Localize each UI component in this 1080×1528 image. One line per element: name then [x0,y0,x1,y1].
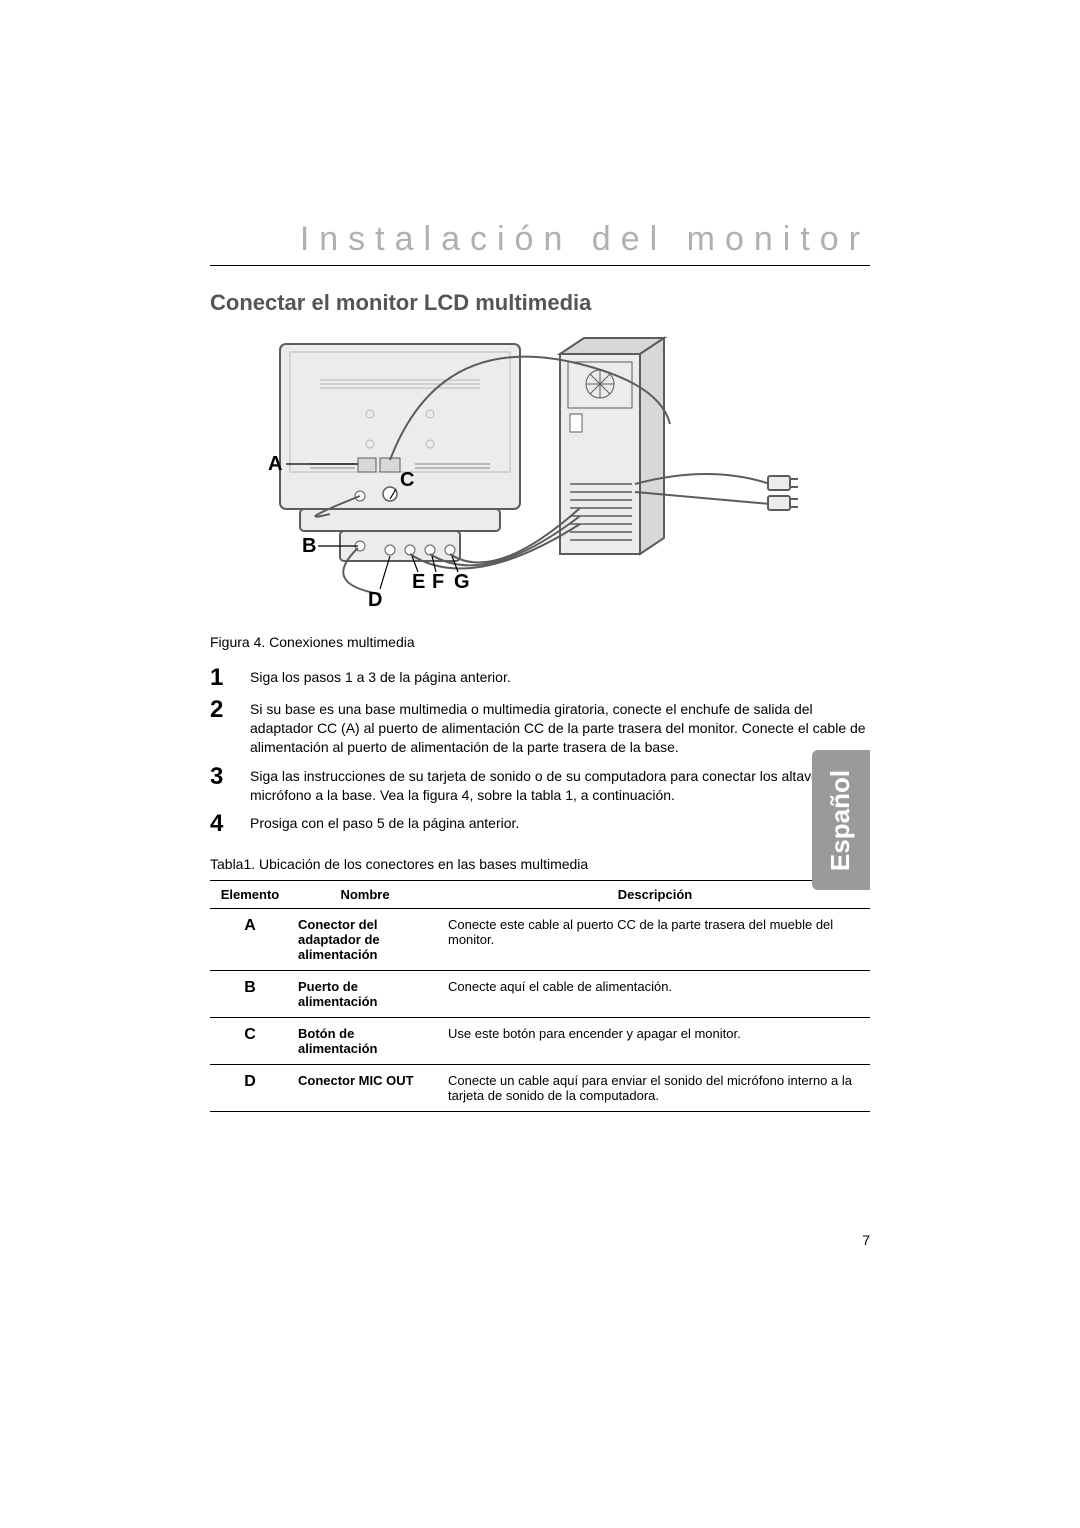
step-text: Siga los pasos 1 a 3 de la página anteri… [250,666,511,687]
step-list: 1 Siga los pasos 1 a 3 de la página ante… [210,666,870,836]
section-title: Conectar el monitor LCD multimedia [210,290,870,316]
cell-elemento: A [210,909,290,971]
cell-descripcion: Conecte aquí el cable de alimentación. [440,971,870,1018]
table-header-row: Elemento Nombre Descripción [210,881,870,909]
diagram-label-a: A [268,453,282,475]
cell-elemento: D [210,1065,290,1112]
diagram-label-f: F [432,571,444,593]
diagram-label-e: E [412,571,425,593]
cell-descripcion: Use este botón para encender y apagar el… [440,1018,870,1065]
diagram-label-c: C [400,469,414,491]
step-item: 3 Siga las instrucciones de su tarjeta d… [210,765,870,805]
figure-caption: Figura 4. Conexiones multimedia [210,634,870,650]
table-row: B Puerto de alimentación Conecte aquí el… [210,971,870,1018]
diagram-label-d: D [368,589,382,611]
step-text: Si su base es una base multimedia o mult… [250,698,870,757]
cell-descripcion: Conecte un cable aquí para enviar el son… [440,1065,870,1112]
step-item: 4 Prosiga con el paso 5 de la página ant… [210,812,870,836]
cell-elemento: B [210,971,290,1018]
diagram-label-g: G [454,571,470,593]
step-text: Siga las instrucciones de su tarjeta de … [250,765,870,805]
diagram-label-b: B [302,535,316,557]
table-row: C Botón de alimentación Use este botón p… [210,1018,870,1065]
connector-table: Elemento Nombre Descripción A Conector d… [210,880,870,1112]
table-row: D Conector MIC OUT Conecte un cable aquí… [210,1065,870,1112]
step-number: 1 [210,666,250,690]
step-number: 4 [210,812,250,836]
chapter-title: Instalación del monitor [210,220,870,266]
step-item: 2 Si su base es una base multimedia o mu… [210,698,870,757]
th-nombre: Nombre [290,881,440,909]
step-number: 3 [210,765,250,789]
language-tab: Español [812,750,870,890]
table-row: A Conector del adaptador de alimentación… [210,909,870,971]
cell-descripcion: Conecte este cable al puerto CC de la pa… [440,909,870,971]
cell-elemento: C [210,1018,290,1065]
cell-nombre: Conector del adaptador de alimentación [290,909,440,971]
step-text: Prosiga con el paso 5 de la página anter… [250,812,519,833]
cell-nombre: Botón de alimentación [290,1018,440,1065]
cell-nombre: Puerto de alimentación [290,971,440,1018]
cell-nombre: Conector MIC OUT [290,1065,440,1112]
connection-diagram: A B C D E F G [240,334,870,624]
step-item: 1 Siga los pasos 1 a 3 de la página ante… [210,666,870,690]
step-number: 2 [210,698,250,722]
page-number: 7 [862,1232,870,1248]
language-tab-label: Español [826,769,857,870]
th-elemento: Elemento [210,881,290,909]
th-descripcion: Descripción [440,881,870,909]
page-container: Instalación del monitor Conectar el moni… [0,0,1080,1112]
table-caption: Tabla1. Ubicación de los conectores en l… [210,856,870,872]
